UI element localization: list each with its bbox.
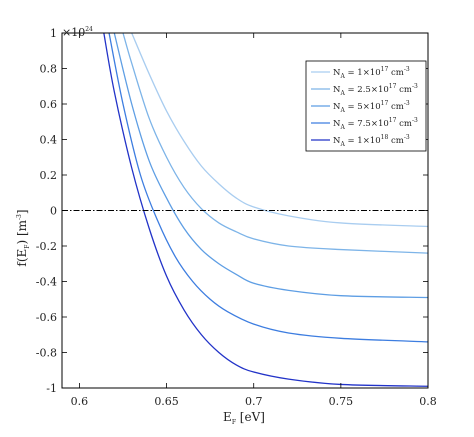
y-axis-label: f(EF) [m-3]	[15, 209, 31, 266]
legend-label-4: NA = 7.5×1017 cm-3	[333, 117, 418, 131]
legend: NA = 1×1017 cm-3 NA = 2.5×1017 cm-3 NA = 5…	[305, 60, 427, 152]
y-tick-label: -1	[46, 382, 57, 395]
x-tick-label: 0.75	[329, 395, 354, 408]
y-tick-label: 0.8	[40, 63, 58, 76]
x-tick-label: 0.7	[245, 395, 263, 408]
x-axis-label: EF [eV]	[223, 410, 265, 426]
y-tick-label: 1	[50, 27, 57, 40]
y-tick-label: -0.4	[36, 276, 57, 289]
y-tick-label: 0	[50, 205, 57, 218]
y-tick-label: -0.2	[36, 240, 57, 253]
y-tick-label: -0.8	[36, 347, 57, 360]
series-line-2	[122, 32, 429, 254]
x-tick-label: 0.6	[71, 395, 89, 408]
y-tick-label: 0.4	[40, 134, 58, 147]
series-layer	[103, 32, 429, 387]
y-tick-label: -0.6	[36, 311, 57, 324]
ticks-layer: 0.6 0.65 0.7 0.75 0.8 -1 -0.8 -0.6 -0.4 -0.2 0 0.2 0…	[36, 27, 437, 408]
series-line-3	[113, 32, 429, 299]
series-line-4	[108, 32, 429, 343]
legend-label-1: NA = 1×1017 cm-3	[333, 66, 410, 80]
x-tick-label: 0.8	[419, 395, 437, 408]
y-axis-multiplier: ×1024	[62, 26, 93, 39]
series-line-5	[103, 32, 429, 387]
y-tick-label: 0.2	[40, 169, 58, 182]
legend-label-3: NA = 5×1017 cm-3	[333, 100, 410, 114]
x-tick-label: 0.65	[154, 395, 179, 408]
legend-label-2: NA = 2.5×1017 cm-3	[333, 83, 418, 97]
legend-label-5: NA = 1×1018 cm-3	[333, 134, 410, 148]
series-line-1	[131, 32, 429, 228]
y-tick-label: 0.6	[40, 98, 58, 111]
